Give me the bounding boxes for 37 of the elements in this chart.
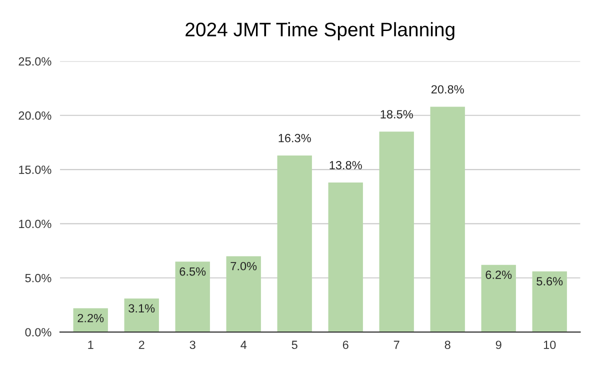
y-tick-label: 5.0% — [25, 274, 52, 282]
x-tick-label: 10 — [544, 340, 556, 350]
bar — [532, 271, 567, 332]
bar — [175, 262, 210, 332]
y-tick-label: 25.0% — [18, 57, 52, 66]
bar — [430, 106, 465, 332]
x-tick-label: 8 — [444, 340, 450, 350]
x-tick-label: 2 — [138, 340, 144, 349]
data-label: 13.8% — [330, 161, 362, 170]
y-tick-label: 0.0% — [25, 328, 52, 336]
chart-title: 2024 JMT Time Spent Planning — [186, 22, 454, 40]
x-tick-label: 5 — [292, 340, 298, 350]
data-label: 2.2% — [78, 314, 104, 322]
data-label: 7.0% — [230, 262, 257, 270]
bar — [124, 298, 159, 332]
x-tick-label: 6 — [342, 340, 348, 350]
bar — [328, 182, 363, 332]
data-label: 5.6% — [536, 277, 563, 286]
x-tick-label: 7 — [394, 340, 400, 349]
data-label: 20.8% — [431, 85, 464, 94]
data-label: 6.5% — [180, 267, 206, 276]
data-label: 18.5% — [380, 110, 413, 118]
data-label: 3.1% — [128, 304, 155, 313]
data-label: 16.3% — [278, 134, 311, 142]
x-tick-label: 4 — [240, 340, 247, 349]
bar — [73, 308, 108, 332]
bar — [379, 132, 414, 332]
y-tick-label: 20.0% — [18, 111, 52, 120]
bar — [277, 155, 312, 332]
x-tick-label: 1 — [88, 340, 94, 349]
bar — [481, 264, 516, 332]
y-tick-label: 15.0% — [19, 166, 52, 174]
x-tick-label: 3 — [190, 340, 196, 350]
data-label: 6.2% — [486, 270, 512, 279]
y-tick-label: 10.0% — [19, 220, 52, 228]
x-tick-label: 9 — [496, 340, 502, 350]
bar — [226, 256, 261, 332]
